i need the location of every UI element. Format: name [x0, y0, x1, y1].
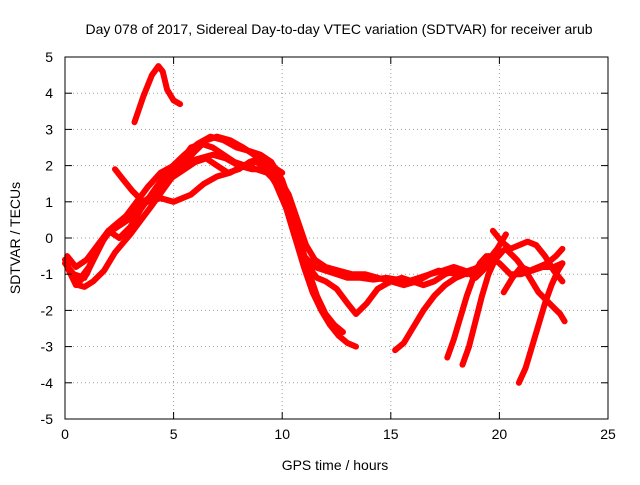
- series-line-track-12: [489, 227, 566, 285]
- y-tick-label: -4: [41, 375, 54, 391]
- x-tick-label: 20: [492, 426, 508, 442]
- y-tick-label: 0: [45, 230, 53, 246]
- y-tick-label: 4: [45, 85, 53, 101]
- y-tick-label: 1: [45, 194, 53, 210]
- series-line-track-1: [131, 63, 184, 126]
- axis-ticks: 0 5 10 15 20 25 -5 -4 -3 -2 -1 0 1 2 3 4 5: [41, 49, 616, 442]
- y-tick-label: -3: [41, 339, 54, 355]
- y-axis-label: SDTVAR / TECUs: [7, 182, 23, 294]
- x-tick-label: 25: [600, 426, 616, 442]
- series-line-track-5: [62, 140, 359, 350]
- series-line-track-8: [392, 271, 468, 354]
- x-tick-label: 5: [170, 426, 178, 442]
- x-tick-label: 10: [274, 426, 290, 442]
- y-tick-label: -1: [41, 266, 54, 282]
- data-series: [62, 63, 568, 386]
- x-tick-label: 0: [61, 426, 69, 442]
- y-tick-label: 3: [45, 121, 53, 137]
- series-line-track-10: [459, 249, 505, 368]
- x-axis-label: GPS time / hours: [282, 457, 389, 473]
- y-tick-label: 5: [45, 49, 53, 65]
- series-line-track-11: [515, 260, 566, 386]
- series-line-track-13: [500, 245, 566, 296]
- y-tick-label: 2: [45, 158, 53, 174]
- y-tick-label: -2: [41, 302, 54, 318]
- y-tick-label: -5: [41, 411, 54, 427]
- chart-title: Day 078 of 2017, Sidereal Day-to-day VTE…: [85, 21, 592, 37]
- series-line-track-7: [112, 155, 286, 205]
- x-tick-label: 15: [383, 426, 399, 442]
- series-line-track-9: [444, 253, 490, 361]
- series-line-track-6: [64, 133, 346, 336]
